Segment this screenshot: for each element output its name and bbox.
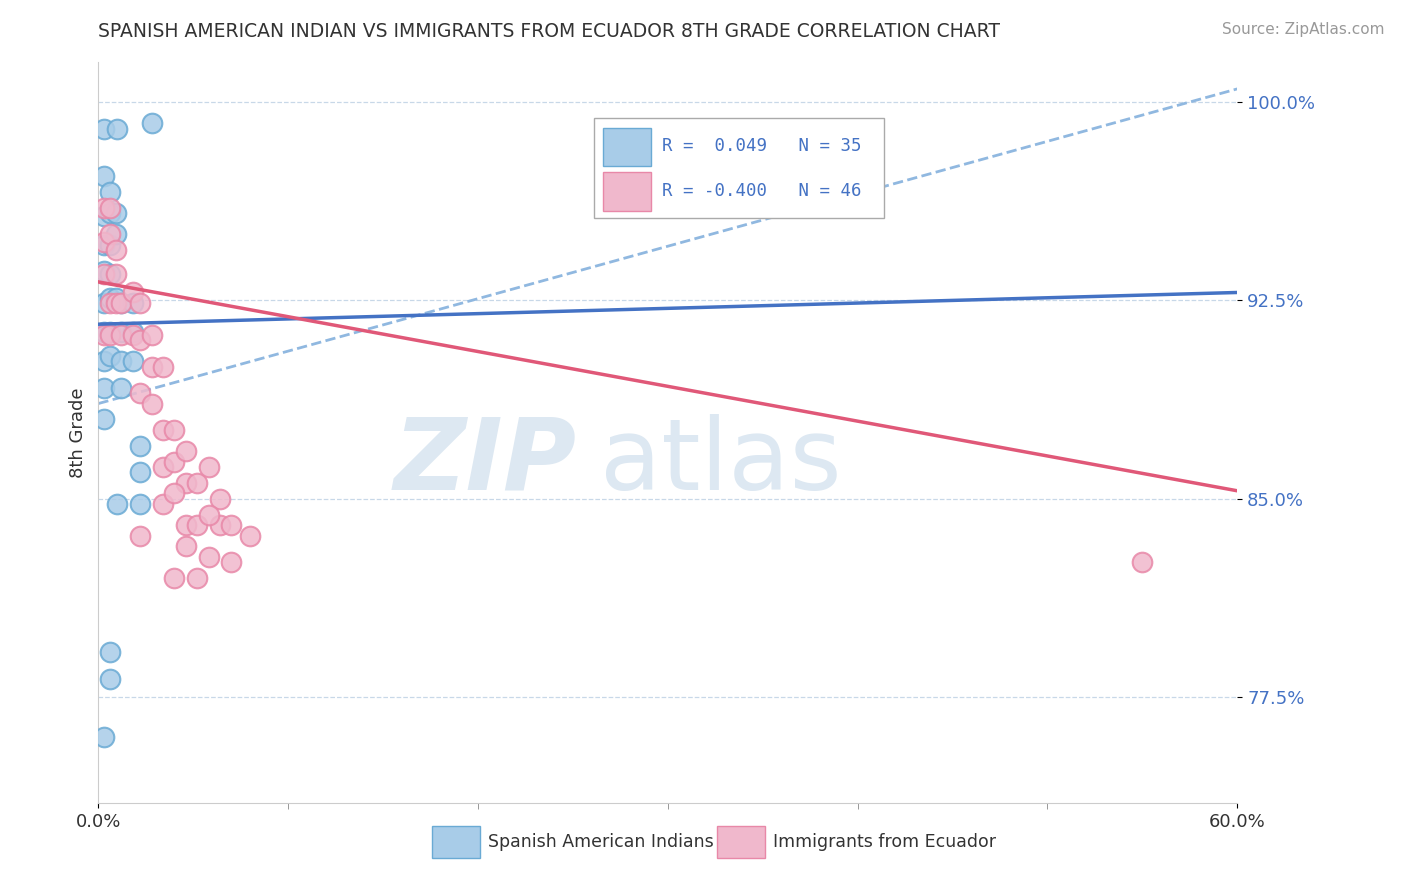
Point	[110, 327, 132, 342]
Point	[152, 497, 174, 511]
Point	[110, 354, 132, 368]
Point	[186, 571, 208, 585]
Text: atlas: atlas	[599, 414, 841, 511]
Point	[129, 296, 152, 310]
Point	[93, 730, 115, 744]
Point	[221, 555, 243, 569]
Point	[141, 116, 163, 130]
Point	[98, 327, 121, 342]
Text: R =  0.049   N = 35: R = 0.049 N = 35	[662, 137, 862, 155]
Text: Spanish American Indians: Spanish American Indians	[488, 833, 714, 851]
Point	[98, 325, 121, 339]
Point	[98, 206, 121, 220]
Point	[174, 475, 197, 490]
Text: Immigrants from Ecuador: Immigrants from Ecuador	[773, 833, 995, 851]
Point	[141, 327, 163, 342]
Point	[93, 325, 115, 339]
Point	[93, 296, 115, 310]
Point	[208, 491, 231, 506]
Point	[110, 296, 132, 310]
Point	[163, 423, 186, 437]
Point	[208, 518, 231, 533]
Point	[129, 465, 152, 479]
Point	[174, 539, 197, 553]
Point	[107, 121, 129, 136]
Text: R = -0.400   N = 46: R = -0.400 N = 46	[662, 182, 862, 200]
Point	[98, 201, 121, 215]
Point	[239, 529, 262, 543]
Point	[186, 518, 208, 533]
Point	[141, 359, 163, 374]
FancyBboxPatch shape	[603, 172, 651, 211]
Point	[152, 423, 174, 437]
Point	[129, 439, 152, 453]
Point	[121, 327, 143, 342]
Point	[93, 381, 115, 395]
FancyBboxPatch shape	[603, 128, 651, 166]
Point	[104, 227, 127, 242]
Point	[98, 291, 121, 305]
Point	[93, 354, 115, 368]
Point	[93, 235, 115, 250]
Point	[98, 296, 121, 310]
Point	[93, 201, 115, 215]
Point	[93, 169, 115, 183]
FancyBboxPatch shape	[593, 118, 884, 218]
Point	[104, 291, 127, 305]
Point	[110, 296, 132, 310]
Point	[163, 455, 186, 469]
Point	[197, 460, 219, 475]
Point	[197, 549, 219, 564]
Point	[110, 325, 132, 339]
Point	[98, 267, 121, 281]
Point	[121, 325, 143, 339]
Point	[129, 386, 152, 401]
Point	[93, 412, 115, 426]
Point	[152, 359, 174, 374]
Point	[98, 672, 121, 686]
Point	[104, 206, 127, 220]
Text: Source: ZipAtlas.com: Source: ZipAtlas.com	[1222, 22, 1385, 37]
Point	[93, 327, 115, 342]
Point	[104, 243, 127, 257]
Point	[98, 185, 121, 199]
Point	[93, 264, 115, 278]
Y-axis label: 8th Grade: 8th Grade	[69, 387, 87, 478]
Point	[93, 209, 115, 223]
Point	[107, 497, 129, 511]
Point	[129, 497, 152, 511]
FancyBboxPatch shape	[432, 827, 479, 857]
Text: ZIP: ZIP	[394, 414, 576, 511]
Point	[104, 296, 127, 310]
Point	[129, 529, 152, 543]
Point	[221, 518, 243, 533]
Point	[163, 486, 186, 500]
Point	[152, 460, 174, 475]
Point	[141, 396, 163, 410]
Point	[98, 645, 121, 659]
Point	[98, 349, 121, 363]
Point	[163, 571, 186, 585]
Point	[174, 444, 197, 458]
Point	[1132, 555, 1154, 569]
Point	[110, 381, 132, 395]
Point	[104, 267, 127, 281]
Point	[93, 267, 115, 281]
Point	[197, 508, 219, 522]
Point	[98, 227, 121, 242]
Text: SPANISH AMERICAN INDIAN VS IMMIGRANTS FROM ECUADOR 8TH GRADE CORRELATION CHART: SPANISH AMERICAN INDIAN VS IMMIGRANTS FR…	[98, 22, 1001, 41]
Point	[93, 121, 115, 136]
Point	[129, 333, 152, 347]
Point	[186, 475, 208, 490]
Point	[121, 285, 143, 300]
Point	[93, 238, 115, 252]
Point	[98, 238, 121, 252]
Point	[174, 518, 197, 533]
Point	[121, 354, 143, 368]
FancyBboxPatch shape	[717, 827, 765, 857]
Point	[121, 296, 143, 310]
